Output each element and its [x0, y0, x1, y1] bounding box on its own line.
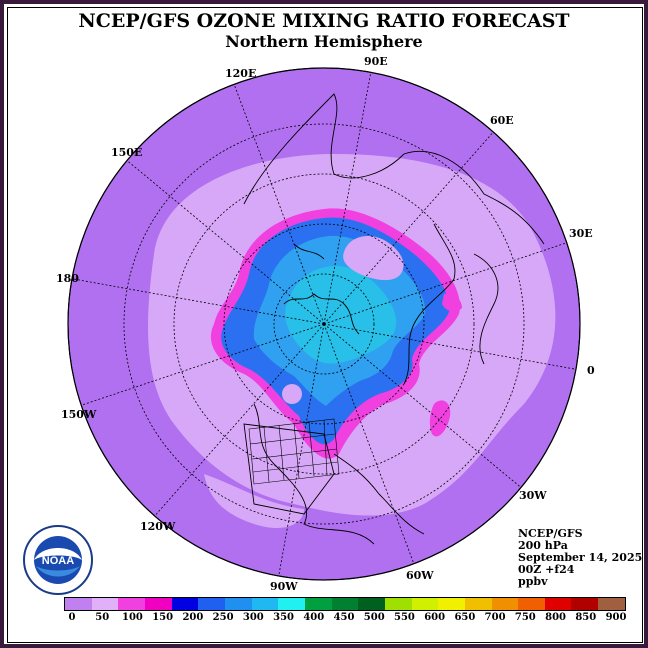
colorbar-tick-label: 400: [303, 612, 325, 623]
colorbar-swatch: [65, 598, 92, 610]
lon-label-120w: 120W: [140, 520, 176, 533]
info-units: ppbv: [518, 575, 548, 588]
map-border: [7, 7, 643, 643]
colorbar-swatch: [144, 598, 172, 610]
colorbar-tick-label: 800: [545, 612, 566, 623]
coastlines: [243, 93, 545, 545]
colorbar-swatch: [171, 598, 199, 610]
noaa-logo: NOAA: [23, 525, 93, 595]
ozone-spot: [429, 400, 451, 437]
lon-label-60w: 60W: [406, 569, 434, 582]
info-date: September 14, 2025: [518, 551, 643, 564]
grid-box: [248, 418, 340, 485]
colorbar-tick-label: 150: [152, 612, 174, 623]
colorbar-tick-label: 50: [95, 612, 110, 623]
ozone-spot-2: [442, 293, 462, 312]
ozone-hole: [343, 236, 404, 281]
ozone-band-300: [285, 266, 397, 364]
lon-label-180: 180: [56, 272, 79, 285]
colorbar-tick-label: 550: [394, 612, 415, 623]
colorbar-tick-label: 900: [605, 612, 627, 623]
colorbar-tick-label: 100: [122, 612, 143, 623]
colorbar-swatch: [518, 598, 545, 610]
lon-label-30w: 30W: [519, 489, 547, 502]
colorbar-tick-label: 200: [182, 612, 204, 623]
colorbar-tick-label: 450: [333, 612, 355, 623]
colorbar-swatch: [224, 598, 252, 610]
colorbar-tick-label: 600: [424, 612, 446, 623]
colorbar-swatch: [544, 598, 572, 610]
colorbar-ticks: 0 50 100 150 200 250 300 350 400 450 500 550 600 650 7…: [64, 612, 627, 626]
lon-label-30e: 30E: [569, 227, 593, 240]
colorbar-tick-label: 750: [514, 612, 536, 623]
map-subtitle: Northern Hemisphere: [225, 32, 423, 51]
map-title: NCEP/GFS OZONE MIXING RATIO FORECAST: [78, 10, 570, 32]
colorbar-swatch: [278, 598, 305, 610]
colorbar-swatch: [571, 598, 599, 610]
noaa-logo-text: NOAA: [42, 555, 74, 567]
lon-label-90w: 90W: [270, 580, 298, 593]
lon-label-120e: 120E: [225, 67, 257, 80]
ozone-field: [68, 68, 580, 580]
colorbar-swatch: [91, 598, 119, 610]
colorbar-swatch: [251, 598, 279, 610]
colorbar-tick-label: 300: [242, 612, 264, 623]
lon-label-150w: 150W: [61, 408, 97, 421]
colorbar: [64, 597, 626, 611]
colorbar-swatch: [358, 598, 385, 610]
colorbar-swatch: [411, 598, 439, 610]
colorbar-swatch: [198, 598, 225, 610]
forecast-info: NCEP/GFS 200 hPa September 14, 2025 00Z …: [518, 528, 642, 588]
lon-label-0: 0: [587, 364, 595, 377]
colorbar-tick-label: 350: [273, 612, 294, 623]
ozone-low: [282, 384, 302, 404]
info-source: NCEP/GFS: [518, 527, 583, 540]
colorbar-swatch: [304, 598, 332, 610]
colorbar-swatch: [464, 598, 492, 610]
info-level: 200 hPa: [518, 539, 568, 552]
graticule: [68, 68, 580, 580]
colorbar-tick-label: 500: [363, 612, 385, 623]
colorbar-tick-label: 650: [454, 612, 476, 623]
polar-map: [67, 67, 581, 581]
lon-label-150e: 150E: [111, 146, 143, 159]
colorbar-swatch: [491, 598, 519, 610]
lon-label-60e: 60E: [490, 114, 514, 127]
lon-label-90e: 90E: [364, 55, 388, 68]
colorbar-tick-label: 250: [212, 612, 234, 623]
colorbar-tick-label: 0: [68, 612, 76, 623]
colorbar-tick-label: 850: [575, 612, 597, 623]
colorbar-swatch: [118, 598, 145, 610]
colorbar-swatch: [384, 598, 412, 610]
colorbar-tick-label: 700: [484, 612, 506, 623]
colorbar-swatch: [598, 598, 625, 610]
colorbar-swatch: [331, 598, 359, 610]
colorbar-swatch: [438, 598, 465, 610]
info-run: 00Z +f24: [518, 563, 575, 576]
